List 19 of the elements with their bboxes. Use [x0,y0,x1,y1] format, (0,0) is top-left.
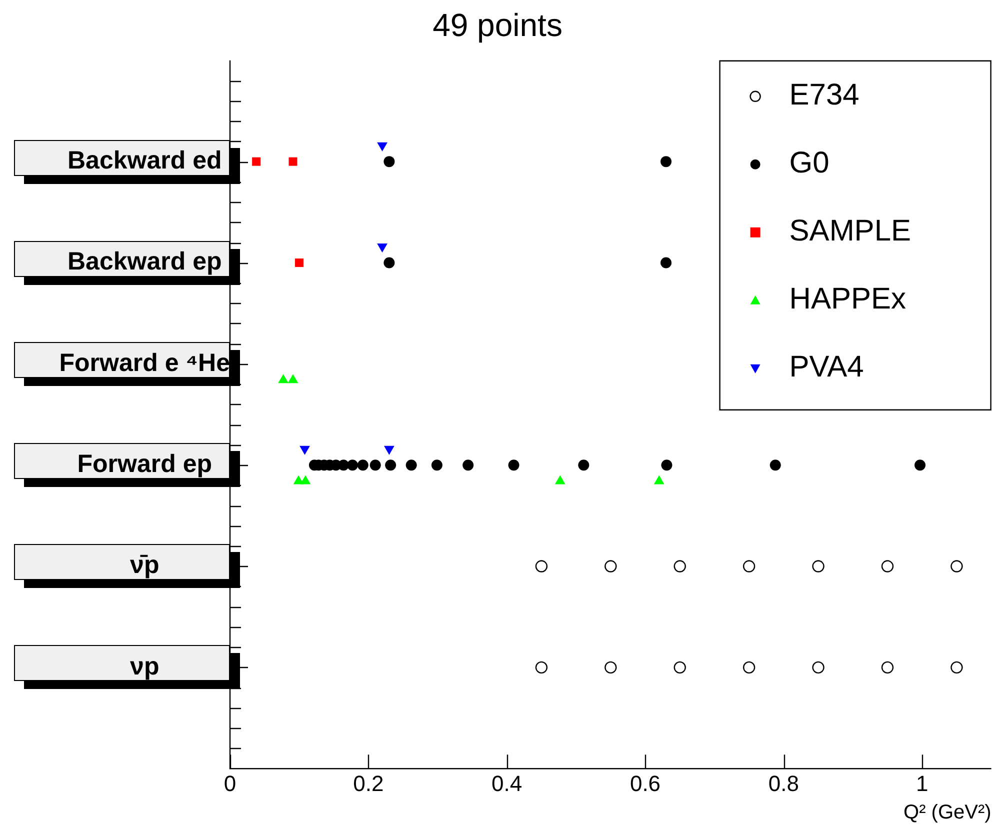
y-tick-label: ν̄p [130,551,160,580]
legend-label: SAMPLE [789,214,912,248]
x-tick-label: 0.2 [353,770,384,796]
x-tick-label: 0.4 [492,770,522,796]
y-tick-label: νp [130,652,160,680]
x-tick-label: 0 [224,770,236,796]
y-tick-label: Backward ed [68,146,222,174]
x-tick-label: 0.6 [630,770,661,796]
legend-label: HAPPEx [789,282,906,316]
x-tick-label: 1 [916,770,928,796]
y-tick-label: Forward ep [77,450,212,478]
x-tick-label: 0.8 [768,770,799,796]
legend-label: PVA4 [789,350,864,384]
chart-title: 49 points [432,7,562,44]
legend-label: E734 [789,78,860,112]
y-tick-label: Forward e ⁴He [59,348,230,377]
y-tick-label: Backward ep [68,248,222,276]
legend-label: G0 [789,146,830,180]
x-axis-title: Q² (GeV²) [904,802,992,824]
